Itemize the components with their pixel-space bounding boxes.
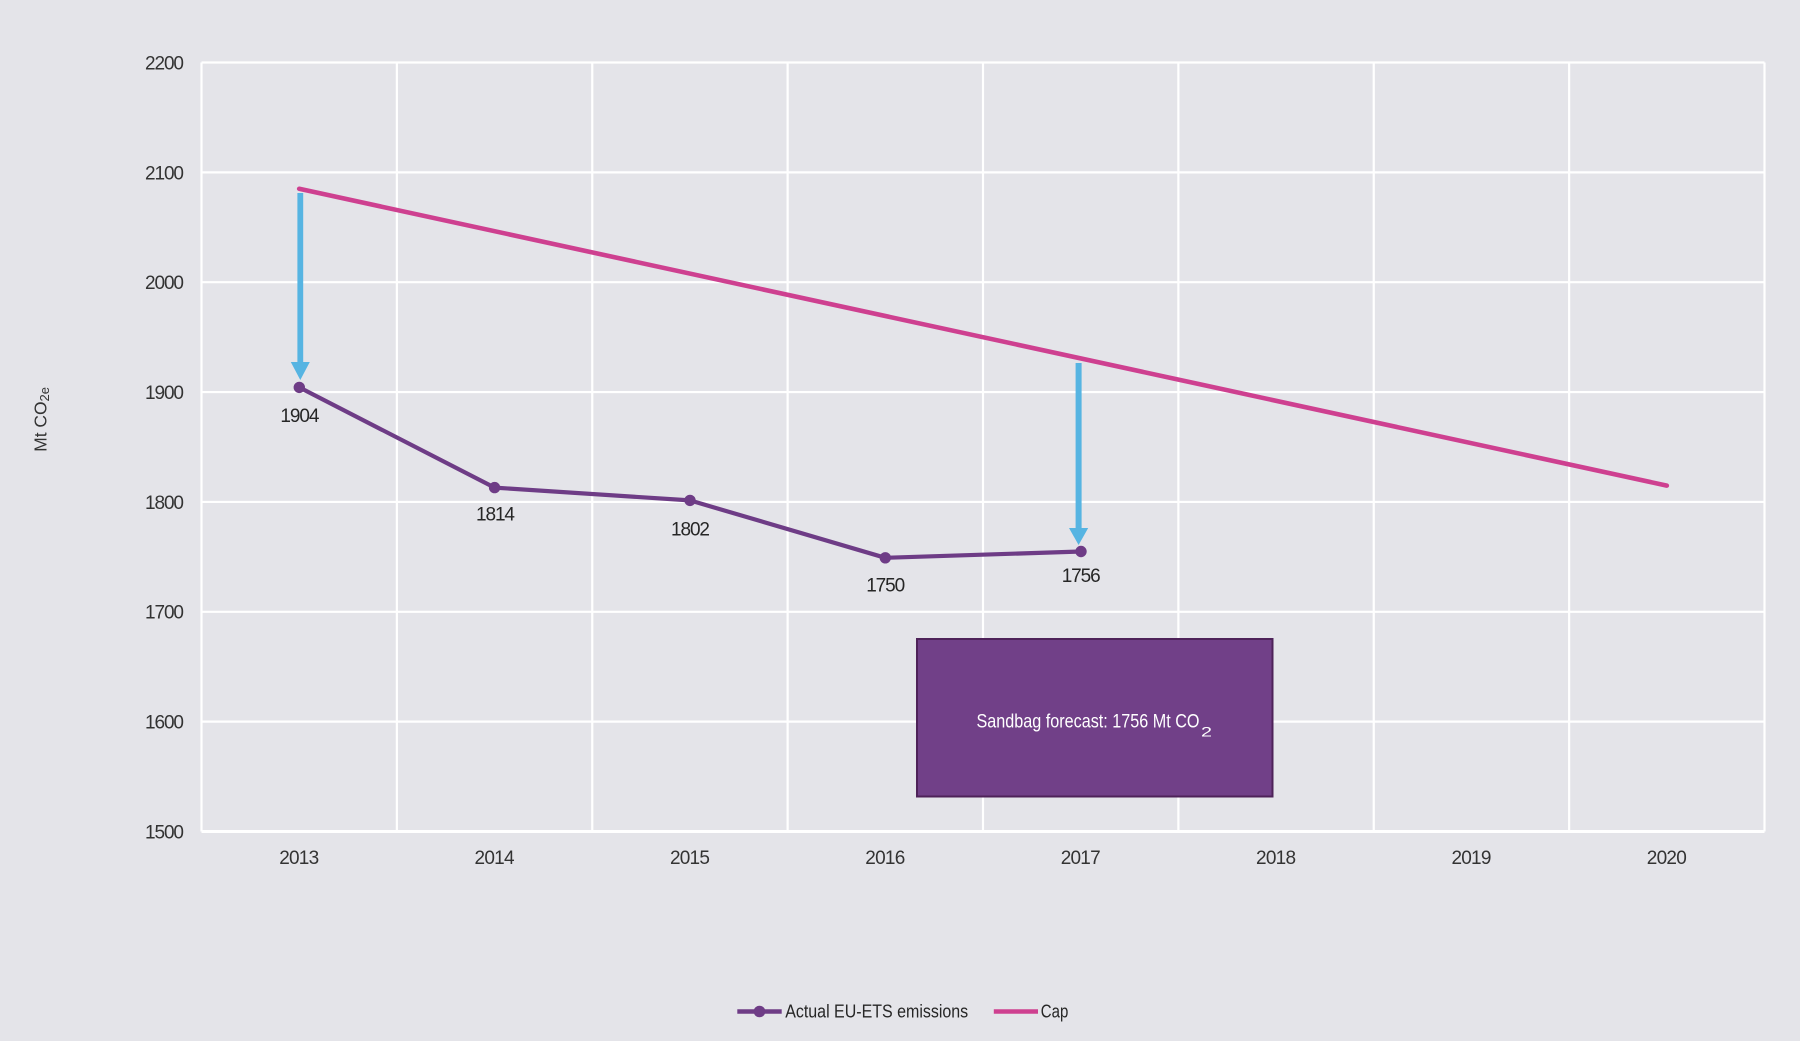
svg-text:1600: 1600	[145, 713, 184, 734]
svg-text:1756: 1756	[1062, 566, 1101, 587]
svg-text:2000: 2000	[145, 273, 184, 294]
svg-text:2013: 2013	[279, 848, 319, 869]
svg-text:1900: 1900	[145, 383, 184, 404]
svg-text:1750: 1750	[866, 575, 905, 596]
svg-text:1500: 1500	[145, 822, 184, 843]
svg-text:1800: 1800	[145, 493, 184, 514]
svg-text:1802: 1802	[671, 519, 710, 540]
svg-text:2018: 2018	[1256, 848, 1296, 869]
svg-text:2020: 2020	[1647, 848, 1687, 869]
svg-text:2015: 2015	[670, 848, 710, 869]
svg-text:Mt CO2e: Mt CO2e	[31, 387, 53, 452]
svg-text:2014: 2014	[475, 848, 515, 869]
svg-text:1700: 1700	[145, 603, 184, 624]
svg-text:Actual EU-ETS emissions: Actual EU-ETS emissions	[785, 1002, 968, 1022]
svg-text:2016: 2016	[865, 848, 905, 869]
svg-text:2019: 2019	[1451, 848, 1491, 869]
svg-text:1814: 1814	[476, 505, 515, 526]
svg-text:Cap: Cap	[1041, 1002, 1069, 1022]
svg-text:2100: 2100	[145, 163, 184, 184]
svg-text:Sandbag forecast: 1756 Mt CO: Sandbag forecast: 1756 Mt CO	[977, 711, 1200, 733]
svg-text:2: 2	[1201, 724, 1212, 740]
svg-text:2200: 2200	[145, 53, 184, 74]
svg-text:1904: 1904	[280, 406, 319, 427]
svg-text:2017: 2017	[1061, 848, 1101, 869]
